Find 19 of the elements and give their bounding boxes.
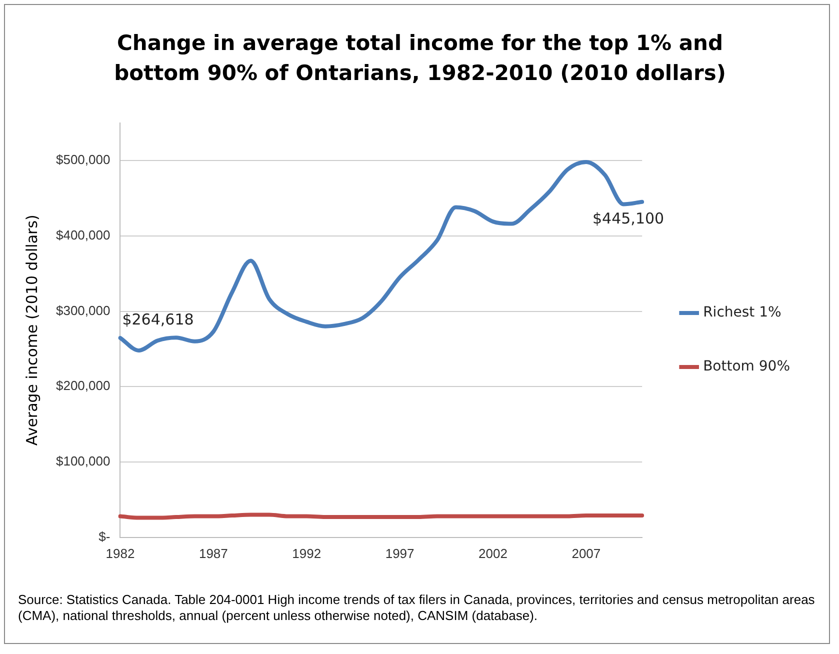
- legend-label: Bottom 90%: [703, 358, 790, 375]
- legend-label: Richest 1%: [703, 304, 782, 321]
- chart-title: Change in average total income for the top 1% and bottom 90% of Ontarians, 1982-2010 (2010 dollars): [113, 30, 727, 87]
- y-tick-label: $400,000: [56, 227, 110, 242]
- x-tick-label: 1982: [106, 546, 135, 561]
- y-tick-label: $100,000: [56, 454, 110, 469]
- y-tick-label: $500,000: [56, 152, 110, 168]
- y-tick-label: $200,000: [56, 378, 110, 394]
- x-tick-label: 2002: [478, 546, 508, 561]
- x-tick-label: 1997: [385, 546, 414, 561]
- x-tick-label: 2007: [572, 546, 601, 561]
- x-tick-label: 1992: [292, 546, 322, 561]
- data-label: $445,100: [592, 209, 664, 228]
- data-label: $264,618: [122, 310, 194, 328]
- y-tick-label: $-: [98, 528, 110, 544]
- y-tick-label: $300,000: [56, 302, 110, 318]
- y-axis-title: Average income (2010 dollars): [22, 214, 41, 446]
- source-note: Source: Statistics Canada. Table 204-0001 High income trends of tax filers in Canada, provinces, territories and census metropolitan areas (CMA), national thresholds, annual (percent unless otherwise noted), CANSIM (database).: [18, 592, 816, 624]
- x-tick-label: 1987: [198, 546, 228, 561]
